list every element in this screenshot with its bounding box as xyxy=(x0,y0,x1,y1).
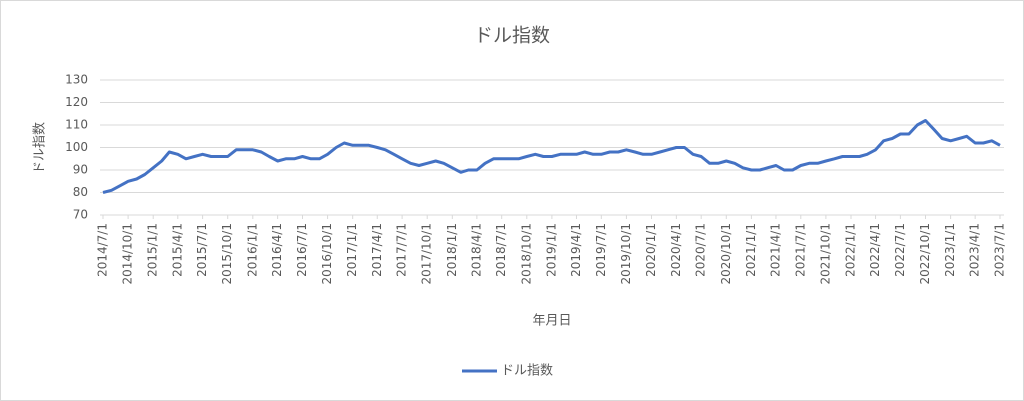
x-tick-label: 2019/7/1 xyxy=(594,223,608,277)
data-line xyxy=(102,119,1001,194)
x-tick-label: 2016/4/1 xyxy=(270,223,284,277)
y-tick-label: 110 xyxy=(65,118,88,132)
x-tick-label: 2017/4/1 xyxy=(370,223,384,277)
x-tick-label: 2016/7/1 xyxy=(295,223,309,277)
x-tick-label: 2017/1/1 xyxy=(345,223,359,277)
x-tick-label: 2015/10/1 xyxy=(220,223,234,285)
x-tick-label: 2014/7/1 xyxy=(96,223,110,277)
x-axis-title: 年月日 xyxy=(532,314,571,329)
legend-label: ドル指数 xyxy=(501,364,553,379)
x-tick-label: 2020/4/1 xyxy=(669,223,683,277)
x-tick-label: 2018/1/1 xyxy=(445,223,459,277)
x-tick-label: 2020/1/1 xyxy=(644,223,658,277)
x-tick-label: 2019/10/1 xyxy=(619,223,633,285)
x-tick-label: 2021/1/1 xyxy=(744,223,758,277)
x-tick-label: 2017/10/1 xyxy=(420,223,434,285)
y-tick-label: 130 xyxy=(65,73,88,87)
x-tick-label: 2018/10/1 xyxy=(519,223,533,285)
x-tick-label: 2015/4/1 xyxy=(170,223,184,277)
x-tick-label: 2019/4/1 xyxy=(569,223,583,277)
x-tick-label: 2014/10/1 xyxy=(121,223,135,285)
x-tick-label: 2018/4/1 xyxy=(469,223,483,277)
x-tick-label: 2020/10/1 xyxy=(719,223,733,285)
x-tick-label: 2016/10/1 xyxy=(320,223,334,285)
x-tick-label: 2021/10/1 xyxy=(818,223,832,285)
x-tick-label: 2017/7/1 xyxy=(395,223,409,277)
y-axis-title: ドル指数 xyxy=(33,122,48,174)
x-tick-label: 2021/4/1 xyxy=(768,223,782,277)
x-tick-label: 2023/7/1 xyxy=(993,223,1007,277)
y-tick-label: 100 xyxy=(65,140,88,154)
x-tick-label: 2021/7/1 xyxy=(793,223,807,277)
x-tick-label: 2022/10/1 xyxy=(918,223,932,285)
x-tick-label: 2018/7/1 xyxy=(494,223,508,277)
y-tick-label: 70 xyxy=(73,208,88,222)
y-tick-label: 80 xyxy=(73,185,88,199)
x-tick-label: 2022/7/1 xyxy=(893,223,907,277)
x-tick-label: 2016/1/1 xyxy=(245,223,259,277)
y-tick-label: 90 xyxy=(73,163,88,177)
x-tick-label: 2023/1/1 xyxy=(943,223,957,277)
x-tick-label: 2022/1/1 xyxy=(844,223,858,277)
chart-title: ドル指数 xyxy=(474,25,550,47)
x-tick-label: 2020/7/1 xyxy=(694,223,708,277)
x-tick-label: 2019/1/1 xyxy=(544,223,558,277)
x-tick-label: 2023/4/1 xyxy=(968,223,982,277)
x-tick-label: 2015/7/1 xyxy=(195,223,209,277)
y-tick-label: 120 xyxy=(65,95,88,109)
x-tick-label: 2022/4/1 xyxy=(868,223,882,277)
x-tick-label: 2015/1/1 xyxy=(146,223,160,277)
